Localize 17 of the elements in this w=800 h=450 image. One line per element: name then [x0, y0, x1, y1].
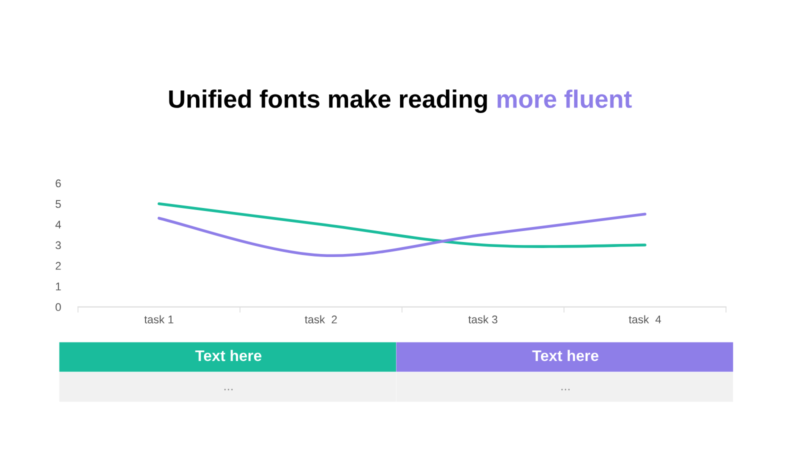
- text: Text here: [195, 350, 262, 362]
- text: Text here: [532, 350, 598, 362]
- y-tick-label: 4: [55, 220, 62, 228]
- x-tick-label: task 4: [628, 315, 662, 324]
- chart-title: Unified fonts make reading more fluent: [169, 90, 632, 113]
- y-tick-label: 1: [56, 282, 61, 290]
- line-series: [158, 212, 646, 257]
- y-tick-label: 0: [56, 303, 61, 312]
- y-tick-label: 6: [56, 179, 61, 188]
- x-tick-label: task 3: [468, 315, 498, 324]
- y-tick-label: 3: [56, 241, 61, 250]
- text: ...: [224, 388, 233, 390]
- y-tick-label: 2: [56, 262, 61, 270]
- x-tick-label: task 2: [304, 315, 337, 324]
- y-tick-label: 5: [56, 200, 61, 208]
- x-tick-label: task 1: [144, 315, 174, 324]
- text: ...: [561, 388, 570, 390]
